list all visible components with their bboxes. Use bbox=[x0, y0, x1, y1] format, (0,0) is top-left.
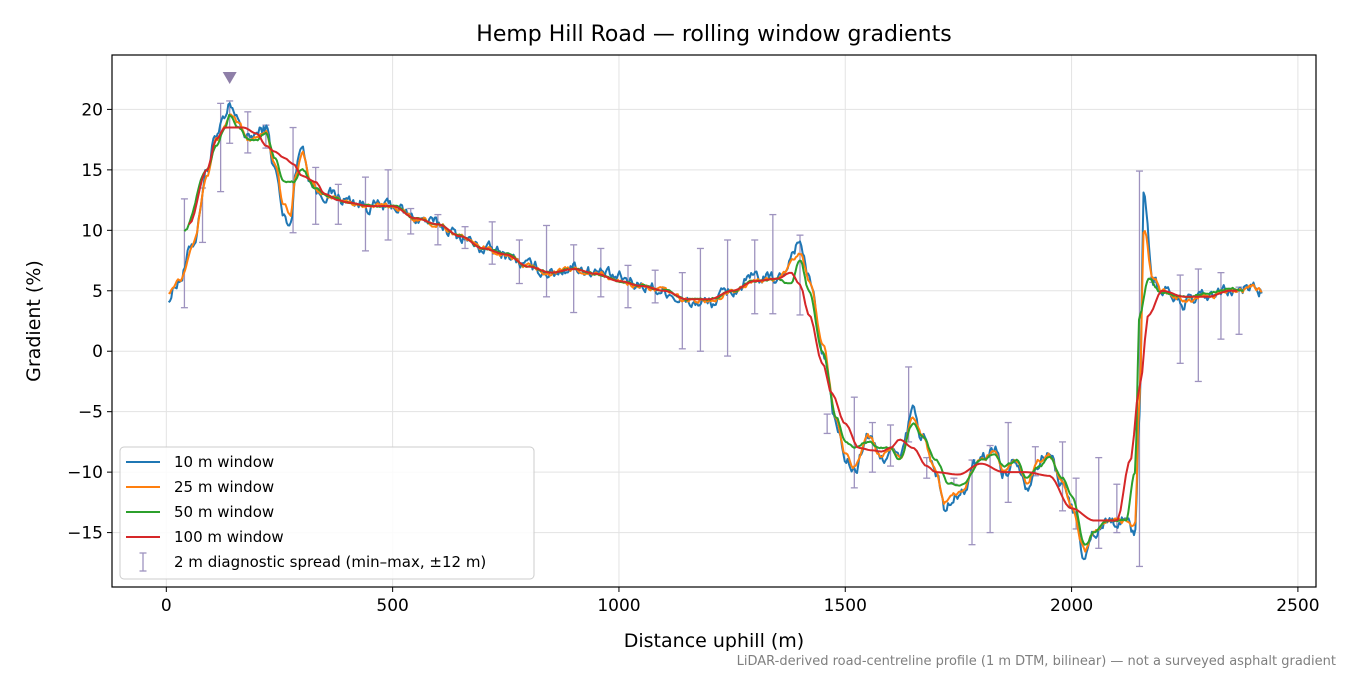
x-tick-label: 500 bbox=[376, 596, 408, 616]
legend-item: 2 m diagnostic spread (min–max, ±12 m) bbox=[139, 552, 486, 572]
x-tick-label: 2500 bbox=[1276, 596, 1319, 616]
legend: 10 m window 25 m window 50 m window 100 m w… bbox=[119, 446, 535, 580]
series-line-100m bbox=[188, 126, 1238, 522]
spread-errorbar bbox=[384, 169, 392, 241]
legend-label: 100 m window bbox=[174, 528, 284, 546]
footnote: LiDAR-derived road-centreline profile (1… bbox=[737, 654, 1336, 669]
y-tick-label: 10 bbox=[81, 221, 103, 241]
x-tick-label: 0 bbox=[161, 596, 172, 616]
spread-errorbar bbox=[543, 224, 551, 298]
spread-errorbar bbox=[724, 239, 732, 357]
spread-errorbar bbox=[312, 166, 320, 225]
legend-swatch bbox=[139, 552, 147, 572]
spread-errorbar bbox=[651, 269, 659, 304]
legend-label: 2 m diagnostic spread (min–max, ±12 m) bbox=[174, 553, 486, 571]
spread-errorbar bbox=[488, 221, 496, 265]
spread-errorbar bbox=[361, 176, 369, 252]
legend-label: 10 m window bbox=[174, 453, 274, 471]
peak-marker bbox=[222, 71, 237, 84]
y-tick-label: −10 bbox=[67, 463, 103, 483]
legend-label: 50 m window bbox=[174, 503, 274, 521]
spread-errorbar bbox=[678, 271, 686, 350]
legend-label: 25 m window bbox=[174, 478, 274, 496]
spread-errorbar bbox=[1135, 170, 1143, 568]
legend-box bbox=[119, 446, 535, 580]
spread-errorbar bbox=[1194, 268, 1202, 383]
y-tick-label: 0 bbox=[92, 342, 103, 362]
spread-errorbar bbox=[570, 244, 578, 314]
spread-errorbar bbox=[796, 234, 804, 316]
y-tick-label: 5 bbox=[92, 282, 103, 302]
legend-items: 10 m window 25 m window 50 m window 100 m w… bbox=[126, 453, 486, 572]
data-layer bbox=[167, 100, 1263, 568]
spread-errorbar bbox=[1176, 274, 1184, 364]
spread-errorbar bbox=[868, 421, 876, 473]
spread-errorbar bbox=[180, 198, 188, 309]
spread-errorbar bbox=[751, 239, 759, 315]
spread-errorbar bbox=[887, 424, 895, 467]
spread-errorbar bbox=[244, 111, 252, 154]
spread-errorbar bbox=[334, 183, 342, 225]
y-tick-label: 15 bbox=[81, 161, 103, 181]
spread-errorbar bbox=[769, 213, 777, 315]
y-tick-label: 20 bbox=[81, 100, 103, 120]
legend-item: 25 m window bbox=[126, 478, 274, 496]
x-tick-label: 1000 bbox=[597, 596, 640, 616]
y-tick-label: −15 bbox=[67, 524, 103, 544]
legend-item: 100 m window bbox=[126, 528, 284, 546]
legend-item: 10 m window bbox=[126, 453, 274, 471]
x-tick-label: 1500 bbox=[824, 596, 867, 616]
x-tick-label: 2000 bbox=[1050, 596, 1093, 616]
spread-errorbar bbox=[1113, 483, 1121, 534]
plot-frame bbox=[111, 54, 1317, 588]
spread-errorbar bbox=[407, 207, 415, 235]
spread-errorbar bbox=[823, 413, 831, 435]
y-axis-label: Gradient (%) bbox=[23, 260, 45, 382]
y-tick-label: −5 bbox=[78, 403, 103, 423]
legend-item: 50 m window bbox=[126, 503, 274, 521]
tick-layer: 0 500 1000 1500 2000 2500 −15 −10 −5 0 5 10 15 20 bbox=[67, 71, 1320, 616]
spread-errorbar bbox=[226, 100, 234, 144]
spread-errorbar bbox=[1217, 271, 1225, 340]
spread-errorbar bbox=[624, 264, 632, 309]
chart-title: Hemp Hill Road — rolling window gradient… bbox=[476, 22, 951, 47]
x-axis-label: Distance uphill (m) bbox=[624, 630, 804, 652]
spread-errorbar bbox=[434, 213, 442, 246]
spread-errorbar bbox=[986, 444, 994, 534]
spread-errorbar bbox=[217, 102, 225, 193]
